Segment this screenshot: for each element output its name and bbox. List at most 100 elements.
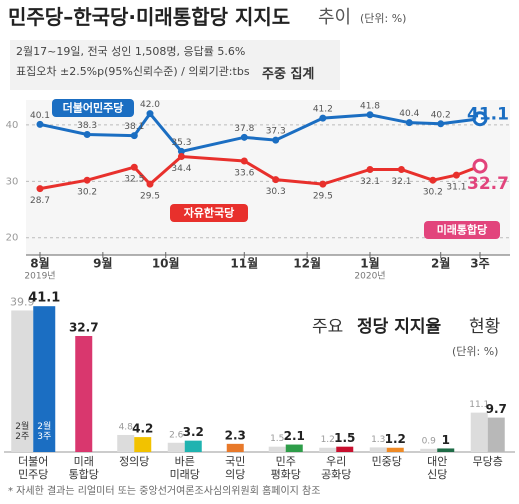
point	[240, 157, 248, 165]
line	[39, 111, 481, 154]
bar	[319, 447, 337, 452]
year-label: 2020년	[354, 271, 385, 282]
bar	[184, 440, 202, 452]
x-tick-label: 정의당	[119, 455, 150, 468]
x-tick-label: 2월	[431, 256, 450, 271]
legend-label: 더불어민주당	[63, 101, 124, 115]
value-label: 32.7	[69, 320, 99, 334]
bar	[285, 444, 303, 452]
successor-label: 미래통합당	[437, 223, 488, 237]
survey-line: 2월17~19일, 전국 성인 1,508명, 응답률 5.6%	[16, 45, 246, 58]
value-label: 34.4	[171, 164, 191, 174]
bar	[33, 306, 56, 452]
bar	[420, 448, 438, 452]
x-tick-label: 국민 의당	[225, 455, 246, 481]
bar	[117, 434, 135, 452]
x-tick-label: 무당층	[472, 455, 503, 468]
unit: (단위: %)	[360, 12, 407, 25]
series-label-box	[170, 204, 248, 222]
value-label: 32.7	[467, 174, 509, 194]
value-label: 30.3	[266, 187, 286, 197]
value-label: 40.1	[30, 111, 50, 121]
footer: * 자세한 결과는 리얼미터 또는 중앙선거여론조사심의위원회 홈페이지 참조	[8, 486, 321, 497]
x-tick-label: 민중당	[371, 455, 402, 468]
value-label: 37.3	[266, 127, 286, 137]
value-label: 33.6	[234, 169, 254, 179]
value-label: 3.2	[183, 425, 204, 439]
series-label-box	[52, 99, 134, 117]
value-label: 11.1	[469, 400, 489, 410]
point	[130, 163, 138, 171]
value-label: 4.8	[119, 422, 134, 432]
period: 주중 집계	[262, 67, 315, 82]
point	[429, 176, 437, 184]
value-label: 30.2	[423, 188, 443, 198]
bar	[369, 447, 387, 452]
legend-label: 2월 2주	[15, 422, 30, 443]
value-label: 29.5	[140, 192, 160, 202]
x-tick-label: 우리 공화당	[321, 455, 352, 481]
value-label: 1.2	[385, 432, 406, 446]
bar	[226, 443, 244, 452]
value-label: 1.5	[270, 434, 284, 444]
point	[472, 111, 488, 127]
value-label: 31.1	[446, 183, 466, 193]
y-tick-label: 20	[6, 233, 19, 244]
x-tick-label: 12월	[293, 256, 321, 271]
point	[437, 120, 445, 128]
value-label: 1	[442, 433, 450, 447]
value-label: 1.2	[321, 435, 335, 445]
point	[130, 132, 138, 140]
value-label: 41.2	[313, 105, 333, 115]
value-label: 37.8	[234, 124, 254, 134]
value-label: 32.1	[391, 177, 411, 187]
bar-unit: (단위: %)	[452, 345, 499, 358]
x-tick-label: 미래 통합당	[68, 455, 99, 481]
x-tick-label: 대안 신당	[427, 455, 448, 481]
point	[177, 153, 185, 161]
survey-line: 표집오차 ±2.5%p(95%신뢰수준) / 의뢰기관:tbs	[16, 65, 250, 78]
point	[36, 185, 44, 193]
point	[272, 176, 280, 184]
point	[319, 180, 327, 188]
value-label: 32.1	[360, 177, 380, 187]
year-label: 2019년	[24, 271, 55, 282]
point	[83, 131, 91, 139]
value-label: 42.0	[140, 100, 160, 110]
point	[319, 114, 327, 122]
point	[272, 136, 280, 144]
value-label: 40.4	[399, 109, 419, 119]
x-tick-label: 3주	[470, 257, 489, 271]
value-label: 1.3	[371, 435, 385, 445]
bar	[11, 310, 34, 452]
x-tick-label: 바른 미래당	[169, 455, 200, 481]
value-label: 38.3	[77, 121, 97, 131]
info-box	[10, 40, 340, 90]
point	[472, 158, 488, 174]
bar	[336, 446, 354, 452]
bar	[268, 446, 286, 452]
series-label-box	[424, 221, 500, 239]
bar-title: 정당 지지율	[357, 317, 442, 337]
value-label: 38.1	[124, 122, 144, 132]
value-label: 2.1	[284, 429, 305, 443]
title-suffix: 추이	[318, 7, 352, 28]
bar	[470, 412, 488, 452]
value-label: 2.6	[169, 430, 184, 440]
value-label: 0.9	[422, 436, 437, 446]
x-tick-label: 9월	[93, 256, 112, 271]
x-tick-label: 1월	[360, 256, 379, 271]
bar	[75, 335, 93, 452]
point	[36, 120, 44, 128]
point	[146, 180, 154, 188]
value-label: 40.2	[431, 110, 451, 120]
y-tick-label: 30	[6, 176, 19, 187]
point	[240, 133, 248, 141]
value-label: 35.3	[171, 138, 191, 148]
title: 민주당–한국당·미래통합당 지지도	[8, 5, 291, 29]
x-tick-label: 더불어 민주당	[18, 455, 49, 481]
point	[83, 176, 91, 184]
x-tick-label: 민주 평화당	[270, 455, 301, 481]
point	[366, 165, 374, 173]
